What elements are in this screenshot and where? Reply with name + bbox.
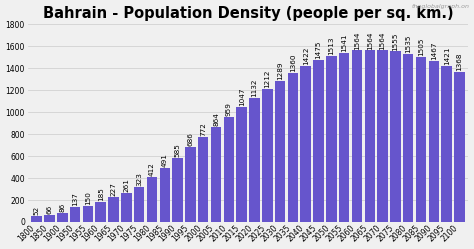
Text: 185: 185: [98, 187, 104, 201]
Bar: [454, 72, 465, 222]
Bar: [352, 50, 362, 222]
Text: 1360: 1360: [290, 53, 296, 72]
Text: 150: 150: [85, 191, 91, 205]
Bar: [237, 107, 247, 222]
Text: 864: 864: [213, 113, 219, 126]
Text: 1212: 1212: [264, 70, 270, 88]
Bar: [108, 197, 119, 222]
Text: 1289: 1289: [277, 61, 283, 80]
Text: 1047: 1047: [239, 88, 245, 106]
Text: 86: 86: [59, 202, 65, 212]
Text: 772: 772: [200, 123, 206, 136]
Bar: [428, 61, 439, 222]
Bar: [173, 158, 183, 222]
Text: 1535: 1535: [405, 34, 411, 53]
Text: 959: 959: [226, 102, 232, 116]
Text: 412: 412: [149, 162, 155, 176]
Text: 1564: 1564: [380, 31, 386, 50]
Title: Bahrain - Population Density (people per sq. km.): Bahrain - Population Density (people per…: [43, 5, 454, 21]
Bar: [44, 215, 55, 222]
Text: theglobalgraph.on: theglobalgraph.on: [411, 4, 469, 9]
Bar: [313, 60, 324, 222]
Bar: [377, 50, 388, 222]
Text: 1422: 1422: [303, 47, 309, 65]
Text: 52: 52: [34, 206, 40, 215]
Text: 1475: 1475: [316, 41, 321, 59]
Text: 261: 261: [123, 179, 129, 192]
Bar: [198, 137, 209, 222]
Text: 1132: 1132: [252, 78, 257, 97]
Text: 1541: 1541: [341, 34, 347, 52]
Text: 1564: 1564: [367, 31, 373, 50]
Text: 66: 66: [46, 205, 53, 214]
Text: 137: 137: [72, 192, 78, 206]
Text: 1421: 1421: [444, 47, 450, 65]
Bar: [121, 193, 132, 222]
Bar: [403, 54, 413, 222]
Text: 1505: 1505: [418, 38, 424, 56]
Bar: [211, 127, 221, 222]
Bar: [288, 73, 298, 222]
Bar: [301, 66, 311, 222]
Text: 227: 227: [110, 182, 117, 196]
Bar: [95, 202, 106, 222]
Bar: [160, 168, 170, 222]
Text: 1555: 1555: [392, 32, 399, 51]
Text: 1467: 1467: [431, 42, 437, 60]
Bar: [185, 147, 196, 222]
Bar: [224, 117, 234, 222]
Bar: [31, 216, 42, 222]
Bar: [147, 177, 157, 222]
Bar: [365, 50, 375, 222]
Text: 1368: 1368: [456, 53, 463, 71]
Bar: [326, 56, 337, 222]
Bar: [390, 51, 401, 222]
Bar: [249, 98, 260, 222]
Bar: [134, 187, 145, 222]
Bar: [57, 213, 68, 222]
Text: 585: 585: [174, 143, 181, 157]
Bar: [262, 89, 273, 222]
Text: 1513: 1513: [328, 37, 334, 55]
Bar: [275, 81, 285, 222]
Text: 323: 323: [136, 172, 142, 186]
Bar: [441, 66, 452, 222]
Bar: [82, 205, 93, 222]
Bar: [70, 207, 81, 222]
Bar: [416, 57, 426, 222]
Text: 491: 491: [162, 153, 168, 167]
Bar: [339, 53, 349, 222]
Text: 686: 686: [187, 132, 193, 146]
Text: 1564: 1564: [354, 31, 360, 50]
